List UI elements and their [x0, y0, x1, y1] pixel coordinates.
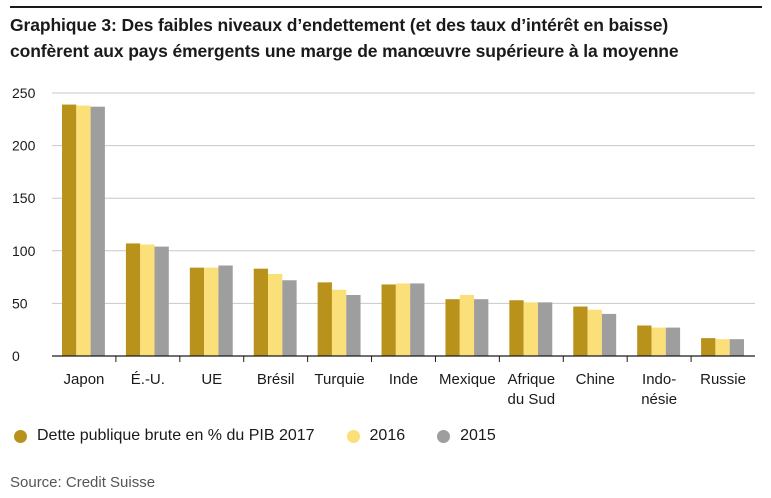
legend-swatch-2016 — [346, 429, 360, 443]
y-tick-label-250: 250 — [12, 85, 36, 101]
bar-ue-2015 — [218, 265, 233, 356]
bar-afrique-du-sud-2017 — [509, 300, 524, 356]
x-tick-label-turquie: Turquie — [314, 371, 364, 388]
bar-chine-2016 — [587, 309, 602, 356]
bar-e-u-2016 — [140, 244, 155, 356]
chart-title-line-2: confèrent aux pays émergents une marge d… — [10, 41, 679, 61]
x-tick-label-bresil: Brésil — [257, 371, 295, 388]
y-tick-label-0: 0 — [12, 348, 20, 364]
x-tick-label-russie: Russie — [700, 371, 746, 388]
bar-chart: 0 50 100 150 200 250 Japon É.-U. UE Brésil Turquie… — [12, 85, 755, 408]
legend-swatch-2015 — [437, 429, 451, 443]
x-tick-label-afrique-du-sud: Afrique du Sud — [508, 371, 556, 408]
legend-item-2015: 2015 — [437, 427, 496, 445]
bar-e-u-2017 — [125, 243, 141, 356]
bar-japon-2017 — [62, 104, 77, 357]
legend-swatch-2017 — [14, 429, 27, 443]
bar-russie-2017 — [701, 338, 716, 356]
bar-chine-2015 — [601, 313, 617, 356]
x-tick-label-ue: UE — [201, 371, 222, 388]
bar-russie-2016 — [715, 339, 730, 356]
top-rule — [10, 6, 762, 8]
bar-ue-2016 — [204, 267, 219, 356]
x-tick-label-mexique: Mexique — [439, 371, 496, 388]
bar-inde-2016 — [395, 283, 411, 356]
legend: Dette publique brute en % du PIB 2017 20… — [14, 427, 528, 445]
bar-indo-nesie-2015 — [665, 327, 681, 356]
bar-japon-2016 — [76, 105, 91, 357]
y-tick-label-50: 50 — [12, 295, 28, 311]
x-tick-label-chine: Chine — [576, 371, 615, 388]
legend-label-2017: Dette publique brute en % du PIB 2017 — [37, 427, 315, 444]
x-tick-label-e-u: É.-U. — [131, 371, 165, 388]
y-tick-label-150: 150 — [12, 190, 36, 206]
bar-mexique-2016 — [459, 294, 475, 356]
bar-russie-2015 — [729, 339, 744, 356]
bar-e-u-2015 — [154, 246, 169, 356]
bar-bresil-2015 — [282, 280, 297, 356]
bar-mexique-2015 — [474, 299, 489, 356]
y-tick-label-100: 100 — [12, 243, 36, 259]
bar-indo-nesie-2017 — [637, 325, 652, 356]
bar-indo-nesie-2016 — [651, 327, 666, 356]
legend-item-2016: 2016 — [346, 427, 406, 445]
bar-ue-2017 — [189, 267, 205, 356]
bar-chine-2017 — [573, 306, 588, 356]
bar-bresil-2017 — [253, 268, 269, 356]
bar-turquie-2016 — [331, 289, 347, 356]
bar-turquie-2015 — [346, 294, 361, 356]
bar-turquie-2017 — [317, 282, 332, 356]
chart-title: Graphique 3: Des faibles niveaux d’endet… — [10, 12, 762, 64]
bar-mexique-2017 — [445, 299, 460, 356]
x-tick-label-japon: Japon — [64, 371, 105, 388]
bar-afrique-du-sud-2015 — [537, 302, 553, 356]
legend-label-2015: 2015 — [460, 427, 496, 444]
y-tick-label-200: 200 — [12, 138, 36, 154]
source-note: Source: Credit Suisse — [10, 474, 156, 491]
bar-inde-2017 — [381, 284, 396, 356]
chart-title-line-1: Graphique 3: Des faibles niveaux d’endet… — [10, 15, 669, 35]
legend-item-2017: Dette publique brute en % du PIB 2017 — [14, 427, 315, 445]
legend-label-2016: 2016 — [369, 427, 406, 444]
x-tick-label-indo-nesie: Indo-nésie — [641, 371, 677, 408]
bar-inde-2015 — [410, 283, 425, 356]
x-tick-label-inde: Inde — [389, 371, 418, 388]
bar-afrique-du-sud-2016 — [523, 302, 538, 356]
bar-japon-2015 — [90, 106, 105, 357]
bar-bresil-2016 — [268, 273, 283, 356]
